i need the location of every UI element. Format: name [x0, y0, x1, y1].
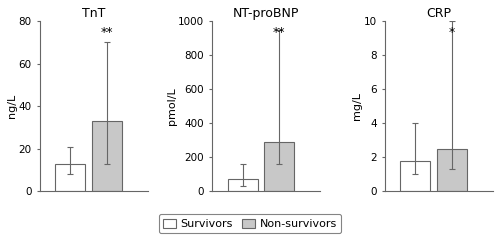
Text: *: *: [449, 26, 455, 39]
Title: CRP: CRP: [426, 7, 452, 20]
Text: **: **: [100, 26, 113, 39]
Bar: [400, 161, 430, 191]
Bar: [92, 121, 122, 191]
Bar: [264, 142, 294, 191]
Bar: [437, 149, 467, 191]
Legend: Survivors, Non-survivors: Survivors, Non-survivors: [158, 214, 342, 234]
Bar: [228, 179, 258, 191]
Y-axis label: pmol/L: pmol/L: [166, 87, 176, 125]
Text: **: **: [273, 26, 285, 39]
Title: NT-proBNP: NT-proBNP: [233, 7, 300, 20]
Bar: [55, 163, 85, 191]
Title: TnT: TnT: [82, 7, 106, 20]
Y-axis label: mg/L: mg/L: [352, 92, 362, 120]
Y-axis label: ng/L: ng/L: [7, 94, 17, 118]
